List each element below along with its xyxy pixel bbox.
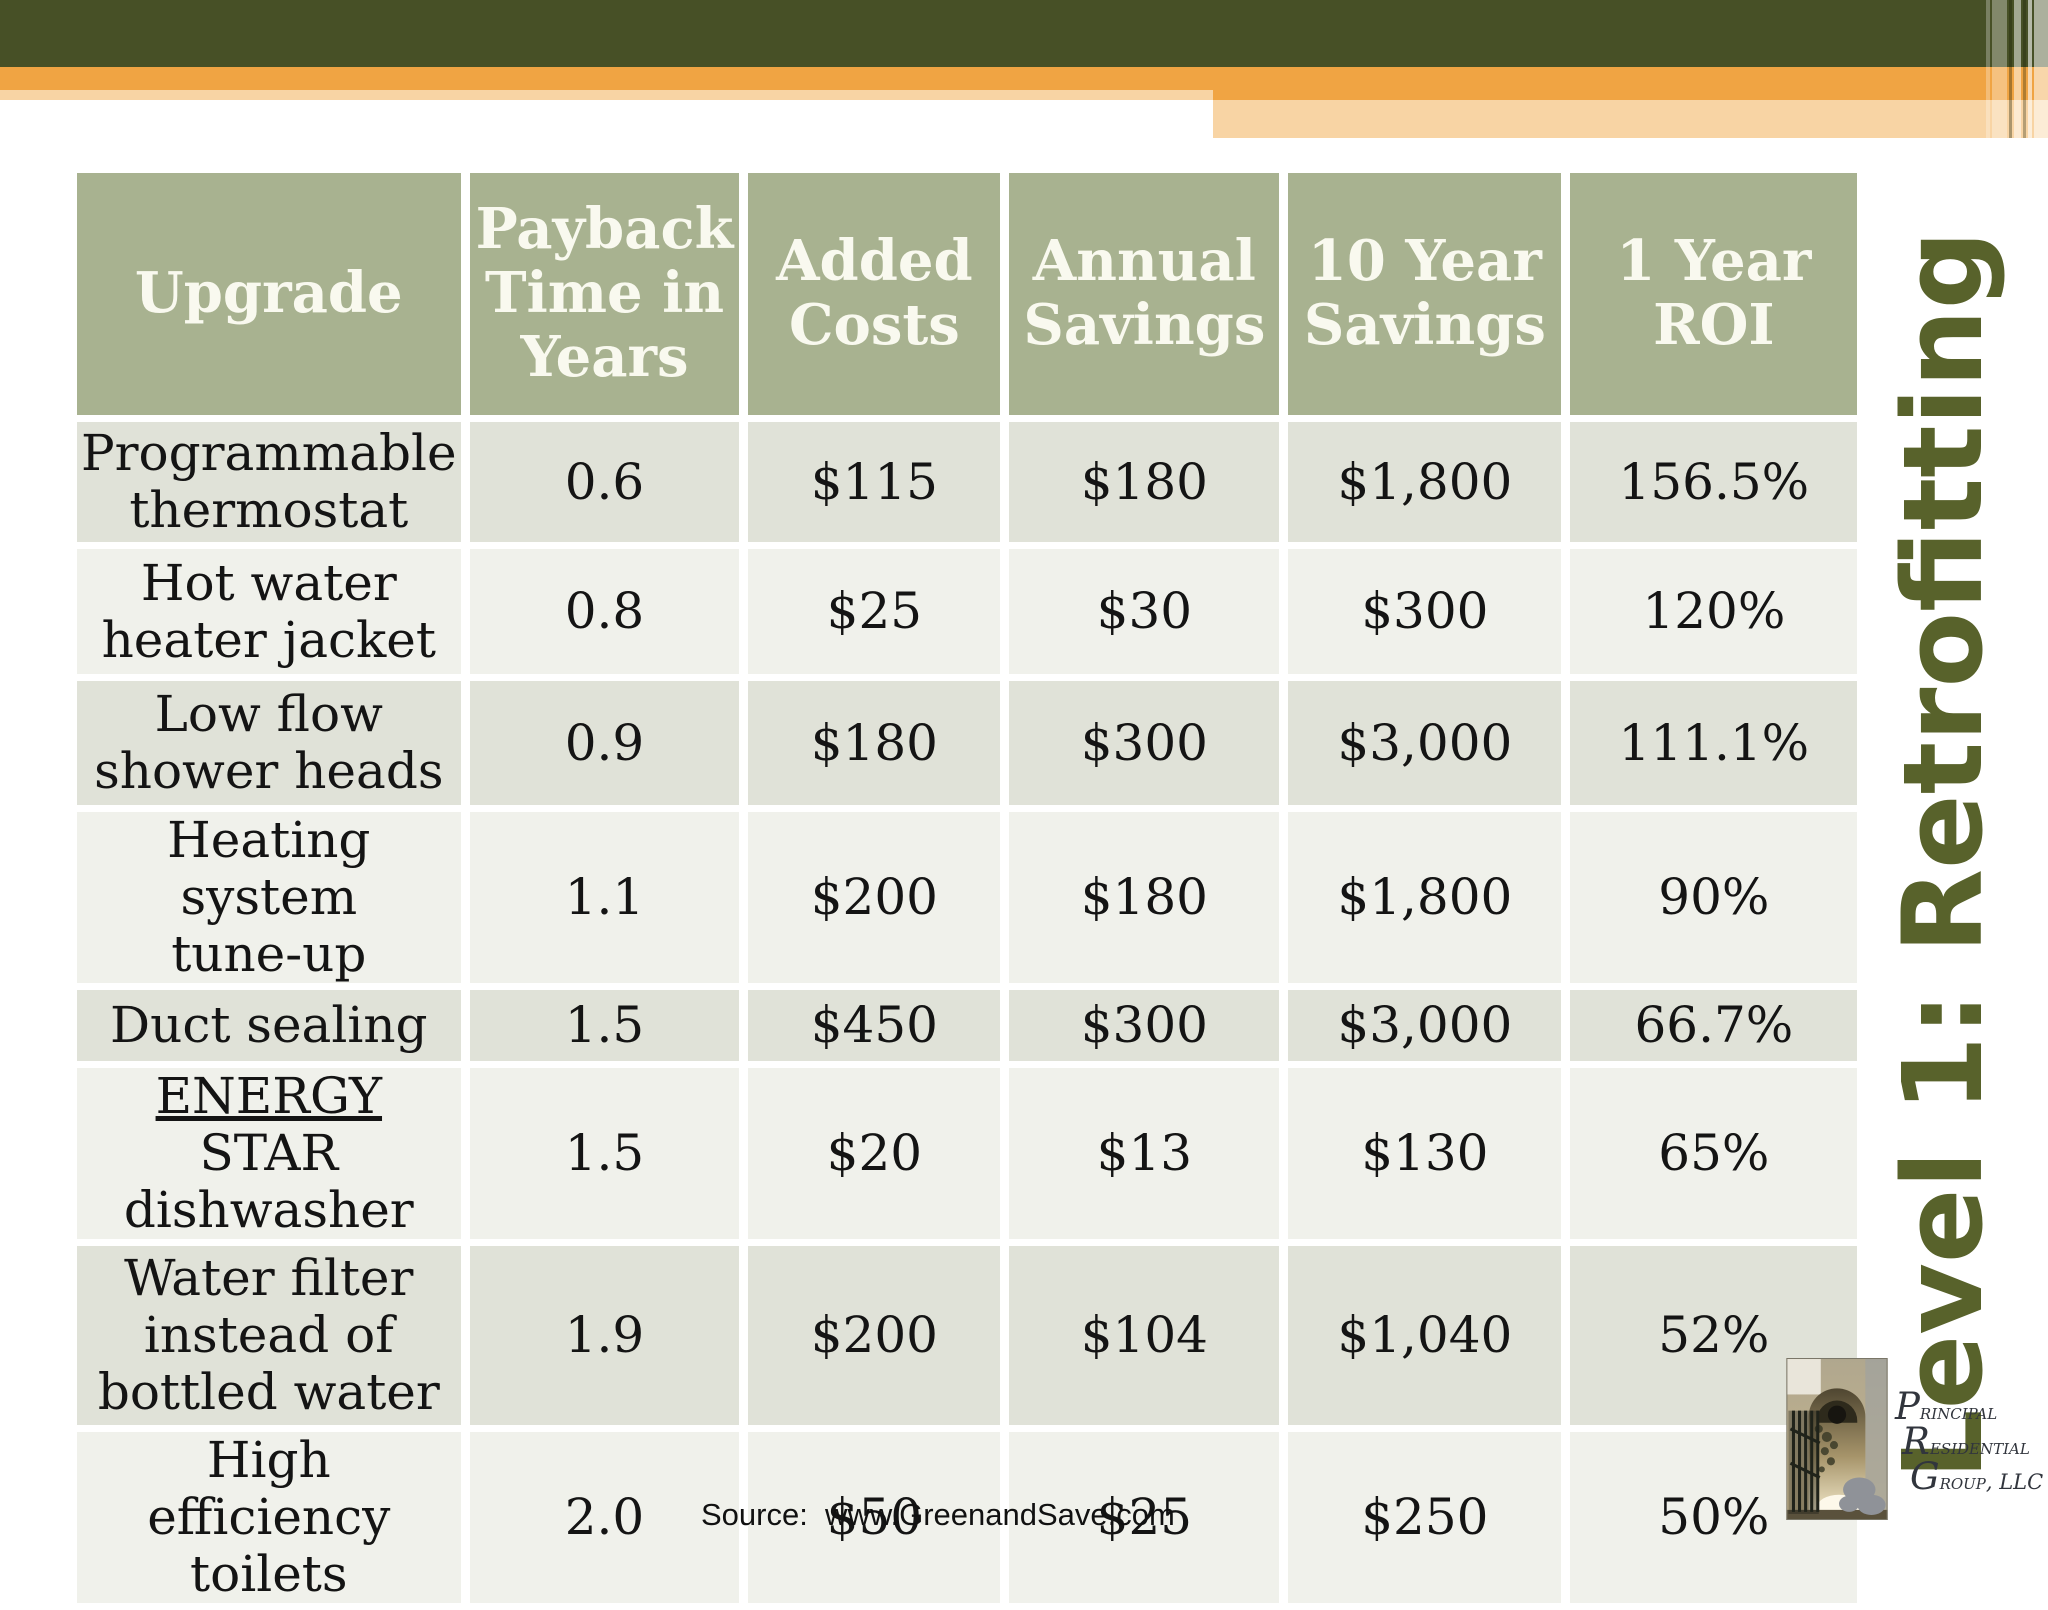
- table-row: Programmable thermostat 0.6 $115 $180 $1…: [77, 422, 1858, 542]
- banner-olive-bar: [0, 0, 2048, 67]
- table-cell: Duct sealing: [77, 990, 461, 1061]
- principal-residential-group-logo: Principal Residential Group, LLC: [1786, 1358, 2048, 1526]
- table-cell: $180: [1009, 812, 1280, 983]
- table-cell: $104: [1009, 1246, 1280, 1425]
- table-cell: 1.5: [469, 1068, 740, 1239]
- banner-orange-bar-right: [1213, 90, 2048, 100]
- logo-line: Principal: [1895, 1385, 1998, 1428]
- table-cell: $250: [1288, 1432, 1562, 1603]
- table-cell: 0.6: [469, 422, 740, 542]
- column-header-10yr-savings: 10 Year Savings: [1288, 173, 1562, 415]
- table-cell: Heating system tune-up: [77, 812, 461, 983]
- corner-stripe: [2023, 0, 2026, 138]
- table-cell: $3,000: [1288, 990, 1562, 1061]
- table-cell: 1.5: [469, 990, 740, 1061]
- banner-light-orange-bar: [0, 90, 2048, 100]
- archway-photo: [1786, 1358, 1888, 1520]
- table-cell: $25: [748, 549, 1001, 674]
- corner-stripe: [2014, 0, 2021, 138]
- corner-stripe: [1992, 0, 2007, 138]
- table-row: Hot water heater jacket 0.8 $25 $30 $300…: [77, 549, 1858, 674]
- column-header-upgrade: Upgrade: [77, 173, 461, 415]
- table-cell: $450: [748, 990, 1001, 1061]
- table-cell: High efficiency toilets: [77, 1432, 461, 1603]
- table-cell: 2.0: [469, 1432, 740, 1603]
- retrofit-upgrades-table: Upgrade Payback Time in Years Added Cost…: [68, 166, 1866, 1610]
- column-header-payback: Payback Time in Years: [469, 173, 740, 415]
- table-cell: $180: [748, 681, 1001, 805]
- column-header-1yr-roi: 1 Year ROI: [1570, 173, 1858, 415]
- logo-line: Residential: [1902, 1420, 2030, 1463]
- table-cell: $1,040: [1288, 1246, 1562, 1425]
- table-cell: Programmable thermostat: [77, 422, 461, 542]
- table-cell: $180: [1009, 422, 1280, 542]
- table-cell: $200: [748, 812, 1001, 983]
- table-cell: 1.9: [469, 1246, 740, 1425]
- table-cell: 90%: [1570, 812, 1858, 983]
- table-cell: $1,800: [1288, 422, 1562, 542]
- table-cell: $130: [1288, 1068, 1562, 1239]
- table-cell: 156.5%: [1570, 422, 1858, 542]
- table-cell: 65%: [1570, 1068, 1858, 1239]
- page-title: Level 1: Retrofitting: [1879, 230, 2007, 1480]
- table-cell: $300: [1288, 549, 1562, 674]
- corner-stripe: [2034, 0, 2048, 138]
- table-cell: Hot water heater jacket: [77, 549, 461, 674]
- table-cell: ENERGY STAR dishwasher: [77, 1068, 461, 1239]
- table-cell: $3,000: [1288, 681, 1562, 805]
- table-cell: 0.8: [469, 549, 740, 674]
- table-cell: $20: [748, 1068, 1001, 1239]
- banner-light-orange-right: [1213, 100, 2048, 138]
- table-cell: Water filter instead of bottled water: [77, 1246, 461, 1425]
- table-cell: $30: [1009, 549, 1280, 674]
- corner-stripe: [2028, 0, 2032, 138]
- table-cell: $200: [748, 1246, 1001, 1425]
- table-row: Low flow shower heads 0.9 $180 $300 $3,0…: [77, 681, 1858, 805]
- table-cell: 120%: [1570, 549, 1858, 674]
- table-row: Duct sealing 1.5 $450 $300 $3,000 66.7%: [77, 990, 1858, 1061]
- table-cell: $300: [1009, 681, 1280, 805]
- logo-text: Principal Residential Group, LLC: [1895, 1358, 2043, 1526]
- column-header-added-costs: Added Costs: [748, 173, 1001, 415]
- table-row: Heating system tune-up 1.1 $200 $180 $1,…: [77, 812, 1858, 983]
- corner-stripe: [1986, 0, 1990, 138]
- source-citation: Source: www.GreenandSave.com: [701, 1497, 1175, 1532]
- table-cell: 111.1%: [1570, 681, 1858, 805]
- table-cell: 0.9: [469, 681, 740, 805]
- table-header-row: Upgrade Payback Time in Years Added Cost…: [77, 173, 1858, 415]
- table-cell: 1.1: [469, 812, 740, 983]
- table-cell: $115: [748, 422, 1001, 542]
- table-cell: $300: [1009, 990, 1280, 1061]
- corner-stripes: [1983, 0, 2048, 138]
- banner-orange-bar: [0, 67, 2048, 90]
- table-row: ENERGY STAR dishwasher 1.5 $20 $13 $130 …: [77, 1068, 1858, 1239]
- table-cell: 66.7%: [1570, 990, 1858, 1061]
- table-cell: $1,800: [1288, 812, 1562, 983]
- table-cell: Low flow shower heads: [77, 681, 461, 805]
- table-row: Water filter instead of bottled water 1.…: [77, 1246, 1858, 1425]
- table-cell: $13: [1009, 1068, 1280, 1239]
- logo-line: Group, LLC: [1910, 1455, 2044, 1498]
- corner-stripe: [2009, 0, 2012, 138]
- column-header-annual-savings: Annual Savings: [1009, 173, 1280, 415]
